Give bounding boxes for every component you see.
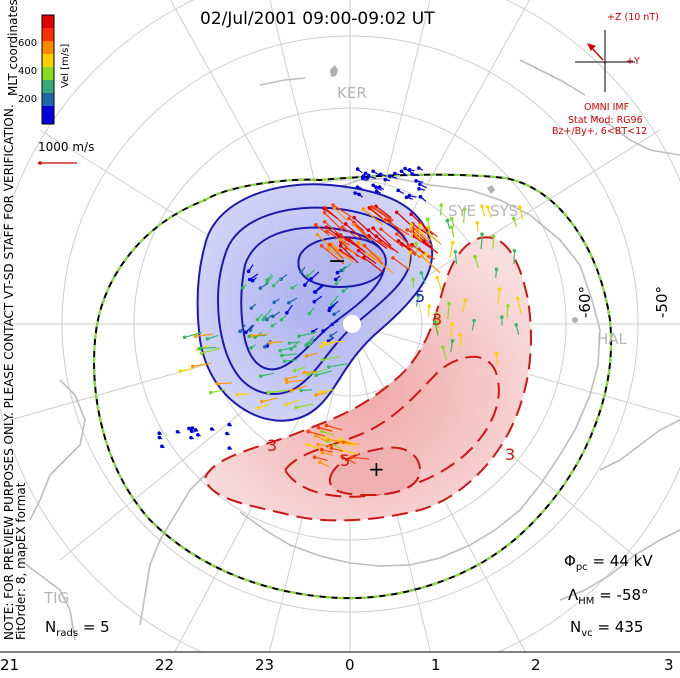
cross-polar-potential: Φpc = 44 kV: [564, 552, 653, 573]
mlt-tick-1: 1: [431, 656, 441, 674]
velocity-vector: [481, 234, 482, 249]
imf-y-label: +Y: [626, 56, 640, 67]
fit-order-label: FitOrder: 8, mapEX format: [14, 483, 28, 640]
velocity-vector: [301, 390, 312, 391]
colorbar-tick-400: 400: [18, 66, 37, 77]
latitude-labels: -60° -50°: [576, 286, 671, 318]
velocity-vector: [428, 306, 429, 317]
contour-label: 3: [432, 310, 442, 329]
station-label-ker: KER: [337, 84, 367, 102]
velocity-vector: [461, 335, 462, 346]
vector-count: Nvc = 435: [570, 618, 643, 639]
mlt-tick-2: 2: [531, 656, 541, 674]
mlt-tick-21: 21: [0, 656, 19, 674]
velocity-vector: [496, 269, 497, 278]
lat-label-60: -60°: [576, 286, 594, 318]
radar-count: Nrads = 5: [45, 618, 110, 639]
colorbar-tick-600: 600: [18, 38, 37, 49]
station-label-sys: SYS: [490, 202, 518, 220]
imf-model-line1: Stat Mod: RG96: [568, 115, 643, 126]
velocity-vector: [477, 223, 478, 232]
velocity-colorbar: [42, 15, 54, 124]
contour-label: 5: [340, 451, 350, 470]
station-label-sye: SYE: [448, 202, 476, 220]
colorbar-label: Vel [m/s]: [60, 44, 71, 88]
imf-source: OMNI IMF: [584, 102, 629, 113]
contour-label: 5: [415, 287, 425, 306]
velocity-vector: [373, 171, 379, 175]
station-label-hal: HAL: [597, 330, 628, 348]
velocity-vector: [416, 244, 417, 256]
imf-z-label: +Z (10 nT): [607, 12, 659, 23]
mlt-tick-23: 23: [255, 656, 274, 674]
imf-model-line2: Bz+/By+, 6<BT<12: [552, 126, 647, 137]
station-label-tig: TIG: [43, 589, 69, 607]
contour-label: 3: [505, 445, 515, 464]
lat-label-50: -50°: [653, 286, 671, 318]
velocity-vector: [507, 306, 508, 318]
map-title: 02/Jul/2001 09:00-09:02 UT: [200, 9, 435, 29]
contour-label: 3: [267, 436, 277, 455]
pole-marker: [343, 315, 361, 333]
mlt-tick-0: 0: [345, 656, 355, 674]
velocity-vector: [217, 383, 232, 384]
hm-latitude: ΛHM = -58°: [568, 586, 649, 607]
velocity-vector: [437, 277, 441, 290]
potential-min-marker: −: [328, 249, 346, 274]
scale-vector: [38, 161, 77, 165]
velocity-vector: [358, 169, 363, 173]
mlt-tick-3: 3: [664, 656, 674, 674]
potential-max-marker: +: [368, 457, 385, 481]
colorbar-tick-200: 200: [18, 94, 37, 105]
mlt-tick-22: 22: [155, 656, 174, 674]
velocity-vector: [452, 227, 454, 237]
velocity-vector: [482, 206, 485, 216]
velocity-vector: [493, 236, 494, 248]
velocity-vector: [450, 242, 453, 257]
scale-vector-label: 1000 m/s: [38, 140, 94, 154]
velocity-vector: [441, 205, 442, 216]
